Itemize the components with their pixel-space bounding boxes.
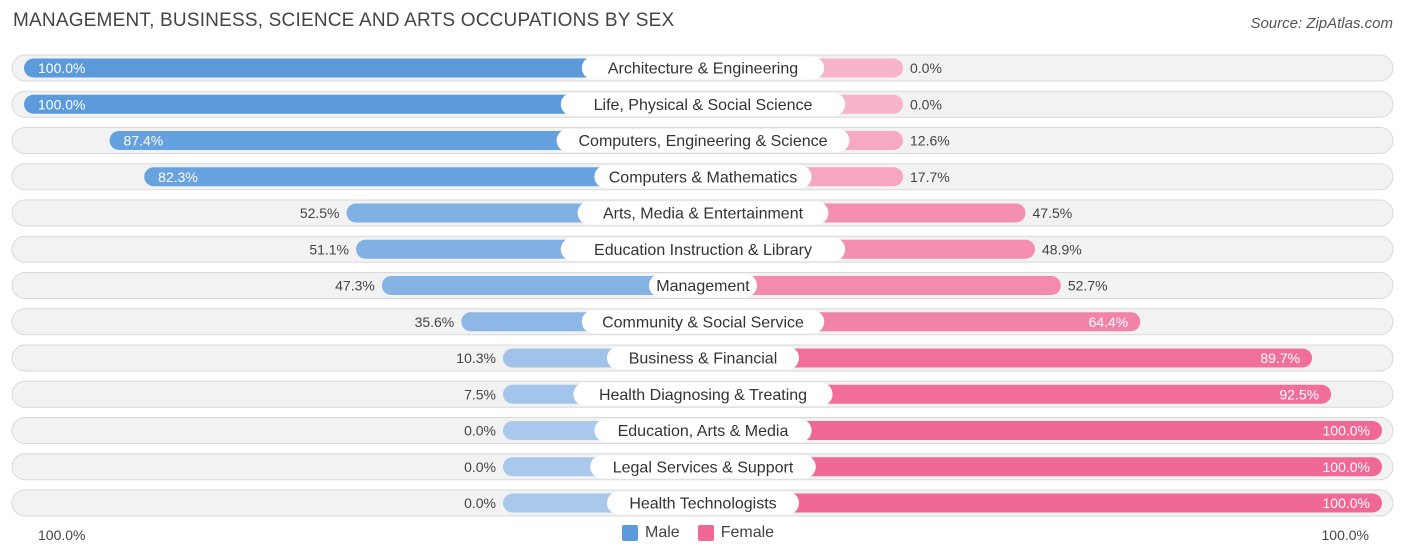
value-label-male: 87.4% [124, 133, 164, 149]
bar-male [381, 276, 703, 295]
value-label-male: 51.1% [309, 241, 349, 257]
category-pill [607, 346, 799, 370]
category-pill [649, 274, 757, 297]
value-label-female: 100.0% [1323, 459, 1370, 475]
category-pill [590, 455, 816, 479]
bar-female [703, 384, 1332, 404]
value-label-female: 92.5% [1279, 386, 1319, 402]
bar-male [144, 167, 704, 187]
category-label: Community & Social Service [602, 314, 804, 331]
value-label-female: 100.0% [1323, 423, 1370, 439]
category-label: Legal Services & Support [613, 459, 794, 476]
value-label-female: 48.9% [1042, 241, 1082, 257]
value-label-male: 100.0% [38, 96, 85, 112]
bar-male [109, 131, 703, 150]
category-label: Computers & Mathematics [609, 169, 798, 186]
value-label-male: 10.3% [456, 350, 496, 366]
value-label-male: 82.3% [158, 169, 198, 185]
legend: Male Female [622, 524, 792, 542]
category-pill [594, 165, 812, 189]
legend-swatch-female [697, 525, 714, 541]
category-pill [573, 382, 833, 406]
category-pill [581, 310, 825, 334]
category-label: Arts, Media & Entertainment [603, 206, 804, 223]
value-label-male: 47.3% [335, 278, 375, 294]
value-label-female: 17.7% [910, 169, 950, 185]
chart-title: MANAGEMENT, BUSINESS, SCIENCE AND ARTS O… [13, 10, 675, 31]
value-label-female: 0.0% [910, 96, 942, 112]
category-label: Life, Physical & Social Science [594, 97, 813, 114]
axis-left-label: 100.0% [38, 527, 86, 543]
category-pill [607, 491, 799, 515]
category-pill [560, 92, 846, 116]
bar-male [24, 94, 703, 114]
category-label: Architecture & Engineering [608, 61, 798, 78]
legend-swatch-male [622, 525, 638, 541]
value-label-male: 100.0% [38, 60, 85, 76]
bar-male [24, 58, 703, 78]
value-label-female: 89.7% [1260, 350, 1300, 366]
category-pill [556, 129, 850, 152]
source-label: Source: ZipAtlas.com [1250, 15, 1393, 32]
value-label-female: 64.4% [1089, 314, 1129, 330]
value-label-female: 52.7% [1068, 278, 1108, 294]
value-label-male: 0.0% [464, 459, 496, 475]
value-label-female: 100.0% [1323, 495, 1370, 511]
value-label-male: 0.0% [464, 423, 496, 439]
category-label: Computers, Engineering & Science [578, 133, 827, 150]
bar-female [703, 457, 1382, 477]
value-label-male: 7.5% [464, 386, 496, 402]
value-label-female: 0.0% [910, 60, 942, 76]
category-label: Health Technologists [629, 496, 776, 513]
category-pill [577, 201, 829, 225]
category-label: Education, Arts & Media [618, 423, 789, 440]
category-label: Business & Financial [629, 351, 778, 368]
legend-item-male: Male [622, 524, 680, 542]
legend-label-female: Female [720, 524, 775, 541]
value-label-male: 35.6% [415, 314, 455, 330]
value-label-female: 47.5% [1033, 205, 1073, 221]
category-label: Management [656, 278, 750, 295]
category-pill [560, 237, 846, 261]
axis-right-label: 100.0% [1321, 527, 1369, 543]
bar-female [703, 421, 1382, 440]
bar-female [703, 276, 1061, 295]
category-label: Education Instruction & Library [594, 242, 812, 259]
category-label: Health Diagnosing & Treating [599, 387, 807, 404]
value-label-male: 0.0% [464, 495, 496, 511]
category-pill [594, 419, 812, 442]
bar-female [703, 348, 1313, 368]
value-label-male: 52.5% [300, 205, 340, 221]
legend-label-male: Male [645, 524, 680, 541]
bar-female [703, 493, 1382, 513]
value-label-female: 12.6% [910, 133, 950, 149]
category-pill [581, 56, 825, 80]
legend-item-female: Female [697, 524, 775, 542]
